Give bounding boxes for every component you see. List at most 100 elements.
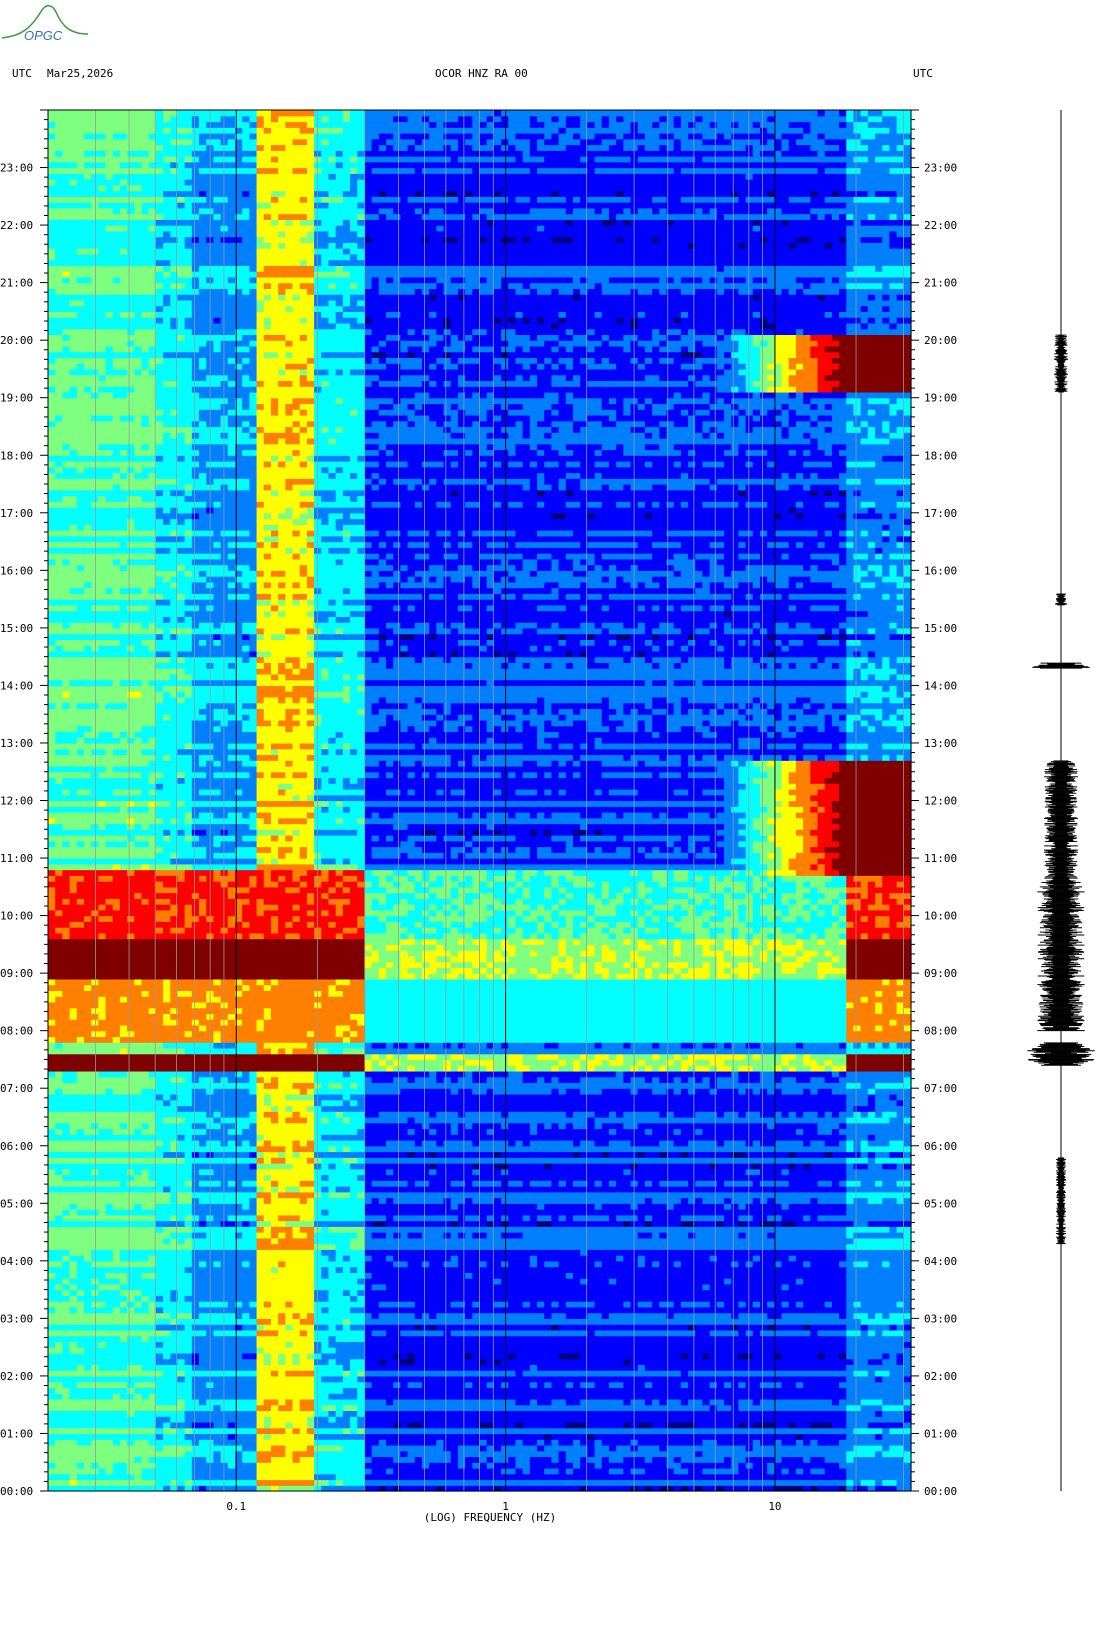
spectrogram-cell <box>77 1295 85 1301</box>
spectrogram-cell <box>702 1255 710 1261</box>
spectrogram-cell <box>134 1382 142 1388</box>
spectrogram-cell <box>300 1364 308 1370</box>
spectrogram-cell <box>595 1439 603 1445</box>
spectrogram-cell <box>674 1439 682 1445</box>
spectrogram-cell <box>271 1462 279 1468</box>
spectrogram-cell <box>681 1416 689 1422</box>
spectrogram-cell <box>444 1353 452 1359</box>
spectrogram-cell <box>508 1451 516 1457</box>
spectrogram-cell <box>480 1439 488 1445</box>
spectrogram-cell <box>782 1290 790 1296</box>
spectrogram-cell <box>141 1468 149 1474</box>
spectrogram-cell <box>609 1468 617 1474</box>
spectrogram-cell <box>127 1301 135 1307</box>
spectrogram-cell <box>839 1376 847 1382</box>
spectrogram-cell <box>710 1462 718 1468</box>
spectrogram-cell <box>98 1451 106 1457</box>
spectrogram-cell <box>156 1382 164 1388</box>
spectrogram-cell <box>688 1347 696 1353</box>
spectrogram-cell <box>300 1439 308 1445</box>
spectrogram-cell <box>134 1301 142 1307</box>
spectrogram-cell <box>573 1318 581 1324</box>
spectrogram-cell <box>796 1382 804 1388</box>
spectrogram-cell <box>141 1359 149 1365</box>
spectrogram-cell <box>120 1393 128 1399</box>
spectrogram-cell <box>213 1359 221 1365</box>
spectrogram-cell <box>163 1416 171 1422</box>
spectrogram-cell <box>458 1399 466 1405</box>
spectrogram-cell <box>544 1347 552 1353</box>
spectrogram-cell <box>321 1295 329 1301</box>
spectrogram-cell <box>767 1399 775 1405</box>
spectrogram-cell <box>818 1410 826 1416</box>
spectrogram-cell <box>278 1255 286 1261</box>
spectrogram-cell <box>595 1433 603 1439</box>
spectrogram-cell <box>134 1474 142 1480</box>
spectrogram-cell <box>314 1422 322 1428</box>
spectrogram-cell <box>480 1330 488 1336</box>
spectrogram-cell <box>106 1301 114 1307</box>
spectrogram-cell <box>400 1451 408 1457</box>
spectrogram-cell <box>738 1416 746 1422</box>
spectrogram-cell <box>393 1405 401 1411</box>
spectrogram-cell <box>192 1278 200 1284</box>
spectrogram-cell <box>199 1410 207 1416</box>
spectrogram-cell <box>185 1336 193 1342</box>
spectrogram-cell <box>249 1347 257 1353</box>
spectrogram-cell <box>70 1284 78 1290</box>
spectrogram-cell <box>271 1376 279 1382</box>
spectrogram-cell <box>228 1433 236 1439</box>
spectrogram-cell <box>307 1456 315 1462</box>
spectrogram-cell <box>674 1324 682 1330</box>
spectrogram-cell <box>846 1376 854 1382</box>
spectrogram-cell <box>803 1324 811 1330</box>
spectrogram-cell <box>508 1336 516 1342</box>
spectrogram-cell <box>480 1393 488 1399</box>
spectrogram-cell <box>846 1370 854 1376</box>
spectrogram-cell <box>336 1359 344 1365</box>
spectrogram-cell <box>523 1479 531 1485</box>
spectrogram-cell <box>106 1410 114 1416</box>
spectrogram-cell <box>465 1261 473 1267</box>
spectrogram-cell <box>480 1433 488 1439</box>
spectrogram-cell <box>228 1272 236 1278</box>
spectrogram-cell <box>566 1290 574 1296</box>
spectrogram-cell <box>767 1439 775 1445</box>
spectrogram-cell <box>84 1284 92 1290</box>
spectrogram-cell <box>774 1479 782 1485</box>
spectrogram-cell <box>774 1330 782 1336</box>
spectrogram-cell <box>480 1290 488 1296</box>
spectrogram-cell <box>868 1416 876 1422</box>
spectrogram-cell <box>444 1422 452 1428</box>
spectrogram-cell <box>436 1382 444 1388</box>
spectrogram-cell <box>336 1301 344 1307</box>
spectrogram-cell <box>659 1370 667 1376</box>
spectrogram-cell <box>393 1428 401 1434</box>
spectrogram-cell <box>120 1370 128 1376</box>
spectrogram-cell <box>587 1410 595 1416</box>
spectrogram-cell <box>688 1479 696 1485</box>
spectrogram-cell <box>451 1261 459 1267</box>
spectrogram-cell <box>271 1318 279 1324</box>
spectrogram-cell <box>127 1324 135 1330</box>
spectrogram-cell <box>889 1428 897 1434</box>
spectrogram-cell <box>472 1364 480 1370</box>
spectrogram-cell <box>501 1399 509 1405</box>
spectrogram-cell <box>278 1479 286 1485</box>
spectrogram-cell <box>638 1393 646 1399</box>
spectrogram-cell <box>868 1290 876 1296</box>
spectrogram-cell <box>436 1474 444 1480</box>
spectrogram-cell <box>163 1272 171 1278</box>
spectrogram-cell <box>163 1479 171 1485</box>
spectrogram-cell <box>177 1456 185 1462</box>
spectrogram-cell <box>861 1261 869 1267</box>
spectrogram-cell <box>810 1261 818 1267</box>
spectrogram-cell <box>336 1290 344 1296</box>
spectrogram-cell <box>753 1255 761 1261</box>
spectrogram-cell <box>77 1290 85 1296</box>
spectrogram-cell <box>494 1359 502 1365</box>
spectrogram-cell <box>285 1376 293 1382</box>
spectrogram-cell <box>681 1456 689 1462</box>
spectrogram-cell <box>501 1284 509 1290</box>
spectrogram-cell <box>717 1353 725 1359</box>
